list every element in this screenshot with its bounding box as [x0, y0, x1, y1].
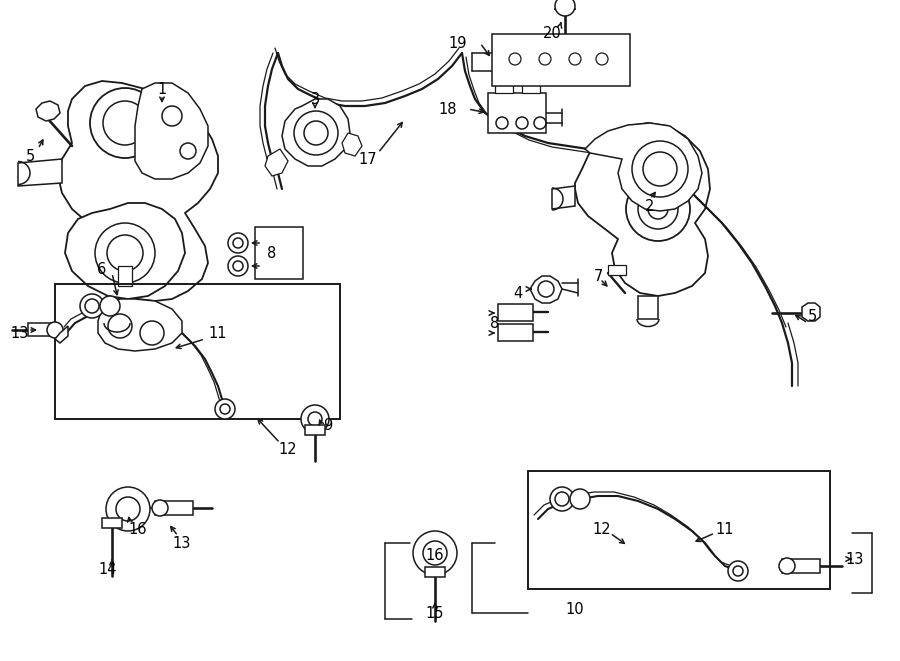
- Polygon shape: [585, 123, 702, 211]
- Circle shape: [569, 53, 581, 65]
- Polygon shape: [58, 81, 218, 301]
- Bar: [782, 559, 820, 573]
- Circle shape: [108, 314, 132, 338]
- Circle shape: [80, 294, 104, 318]
- Bar: [155, 501, 193, 515]
- Bar: [305, 425, 325, 435]
- Text: 8: 8: [267, 245, 276, 260]
- Polygon shape: [530, 276, 562, 303]
- Polygon shape: [342, 133, 362, 156]
- Circle shape: [228, 233, 248, 253]
- Text: 6: 6: [97, 262, 106, 276]
- Circle shape: [47, 322, 63, 338]
- Circle shape: [228, 256, 248, 276]
- Text: 2: 2: [645, 198, 654, 214]
- Text: 13: 13: [173, 535, 191, 551]
- Polygon shape: [105, 299, 130, 323]
- Text: 10: 10: [566, 602, 584, 617]
- Circle shape: [555, 0, 575, 16]
- Bar: [488, 93, 546, 133]
- Circle shape: [509, 53, 521, 65]
- Bar: [522, 81, 540, 93]
- Text: 17: 17: [359, 151, 377, 167]
- Text: 16: 16: [129, 522, 148, 537]
- Bar: [528, 471, 830, 589]
- Text: 18: 18: [439, 102, 457, 116]
- Circle shape: [570, 489, 590, 509]
- Circle shape: [626, 177, 690, 241]
- Circle shape: [215, 399, 235, 419]
- Text: 12: 12: [593, 522, 611, 537]
- Text: 11: 11: [209, 325, 228, 340]
- Bar: [102, 518, 122, 528]
- Circle shape: [152, 500, 168, 516]
- Bar: [498, 324, 533, 341]
- Polygon shape: [265, 149, 288, 176]
- Polygon shape: [55, 326, 68, 343]
- Circle shape: [596, 53, 608, 65]
- Circle shape: [294, 111, 338, 155]
- Text: 13: 13: [11, 325, 29, 340]
- Text: 8: 8: [491, 315, 500, 330]
- Text: 20: 20: [543, 26, 562, 40]
- Text: 11: 11: [716, 522, 734, 537]
- Polygon shape: [638, 296, 658, 319]
- Bar: [498, 304, 533, 321]
- Circle shape: [413, 531, 457, 575]
- Circle shape: [90, 88, 160, 158]
- Polygon shape: [65, 203, 185, 299]
- Text: 5: 5: [807, 309, 816, 323]
- Circle shape: [728, 561, 748, 581]
- Bar: [495, 81, 513, 93]
- Polygon shape: [552, 186, 575, 209]
- Text: 4: 4: [513, 286, 523, 301]
- Bar: [118, 266, 132, 286]
- Circle shape: [100, 296, 120, 316]
- Text: 19: 19: [449, 36, 467, 50]
- Bar: [255, 227, 303, 279]
- Text: 5: 5: [25, 149, 34, 163]
- Circle shape: [779, 558, 795, 574]
- Polygon shape: [802, 303, 820, 321]
- Circle shape: [106, 487, 150, 531]
- Circle shape: [95, 223, 155, 283]
- Bar: [55, 284, 340, 419]
- Text: 16: 16: [426, 549, 445, 563]
- Bar: [28, 323, 58, 336]
- Circle shape: [550, 487, 574, 511]
- Text: 15: 15: [426, 605, 445, 621]
- Circle shape: [140, 321, 164, 345]
- Text: 9: 9: [323, 418, 333, 434]
- Bar: [425, 567, 445, 577]
- Text: 12: 12: [279, 442, 297, 457]
- Circle shape: [301, 405, 329, 433]
- Polygon shape: [135, 83, 208, 179]
- Text: 14: 14: [99, 561, 117, 576]
- Circle shape: [632, 141, 688, 197]
- Text: 1: 1: [158, 81, 166, 97]
- Polygon shape: [36, 101, 60, 121]
- Bar: [608, 265, 626, 275]
- Polygon shape: [18, 159, 62, 186]
- Text: 13: 13: [846, 551, 864, 566]
- Text: 7: 7: [593, 268, 603, 284]
- Polygon shape: [282, 99, 350, 166]
- Circle shape: [539, 53, 551, 65]
- Polygon shape: [98, 299, 182, 351]
- Text: 3: 3: [310, 91, 320, 106]
- Polygon shape: [575, 123, 710, 296]
- Bar: [492, 34, 630, 86]
